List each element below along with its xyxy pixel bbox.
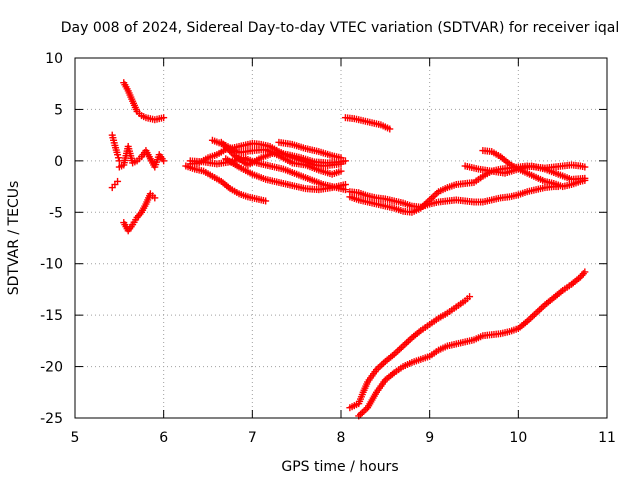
y-tick-label: 5 — [54, 102, 63, 118]
data-point — [114, 154, 122, 162]
y-tick-label: -10 — [40, 257, 63, 273]
x-tick-label: 6 — [159, 430, 168, 446]
data-point — [581, 163, 589, 171]
data-point — [581, 268, 589, 276]
data-point — [114, 151, 122, 159]
data-point — [341, 157, 349, 165]
y-tick-label: 0 — [54, 154, 63, 170]
grid-lines — [75, 58, 607, 418]
x-axis-label: GPS time / hours — [281, 459, 398, 475]
y-axis-label: SDTVAR / TECUs — [6, 181, 22, 296]
x-tick-label: 9 — [425, 430, 434, 446]
data-point — [160, 157, 168, 165]
axis-ticks: 5 6 7 8 9 10 11 10 5 0 -5 -10 -15 -20 -25 — [40, 51, 616, 446]
x-tick-label: 10 — [509, 430, 527, 446]
data-point — [466, 293, 474, 301]
y-tick-label: 10 — [45, 51, 63, 67]
y-tick-label: -5 — [49, 205, 63, 221]
data-point — [581, 176, 589, 184]
data-point — [160, 114, 168, 122]
y-tick-label: -25 — [40, 411, 63, 427]
chart-title: Day 008 of 2024, Sidereal Day-to-day VTE… — [61, 20, 619, 36]
data-point — [341, 181, 349, 189]
data-point — [114, 177, 122, 185]
data-point — [337, 154, 345, 162]
data-points — [108, 79, 589, 420]
y-tick-label: -20 — [40, 360, 63, 376]
data-point — [386, 125, 394, 133]
data-point — [151, 194, 159, 202]
x-tick-label: 5 — [71, 430, 80, 446]
data-point — [337, 167, 345, 175]
data-point — [262, 197, 270, 205]
x-tick-label: 11 — [598, 430, 616, 446]
x-tick-label: 8 — [337, 430, 346, 446]
x-tick-label: 7 — [248, 430, 257, 446]
y-tick-label: -15 — [40, 308, 63, 324]
